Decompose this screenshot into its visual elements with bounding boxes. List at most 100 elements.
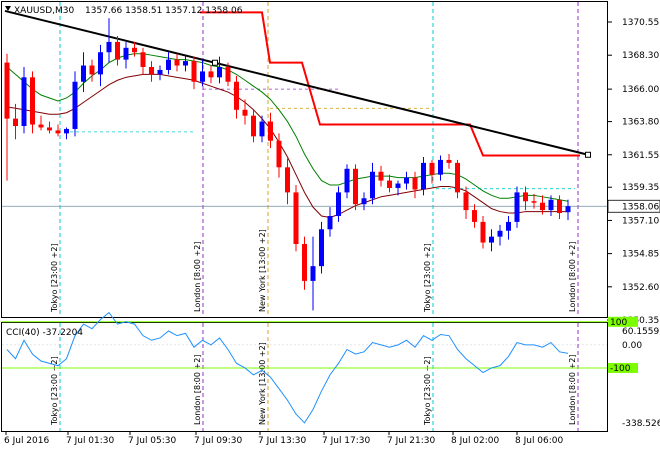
price-tick-label: 1370.55 [622,18,659,28]
chart-header: XAUUSD,M30 1357.66 1358.51 1357.12 1358.… [5,6,243,16]
cci-level-box [608,316,638,327]
candle-body [302,244,307,281]
candle-body [353,168,358,205]
candle-body [268,121,273,141]
axes: 1370.55 1368.30 1366.00 1363.80 1361.55 1359.… [4,18,660,446]
cci-level-label: 100 [610,318,627,328]
price-tick-label: 1361.55 [622,151,659,161]
candle-body [361,198,367,205]
candle-body [370,171,375,199]
session-label: Tokyo [23:00 +2] [423,243,432,313]
price-tick-label: 1352.60 [622,283,659,293]
trend-line-handle[interactable] [212,59,218,66]
cci-indicator [2,311,607,424]
candle-body [319,229,324,267]
time-tick-label: 7 Jul 09:30 [194,436,243,446]
price-tick-label: 1357.10 [622,216,659,226]
ma-slow-line [6,73,568,218]
candle-body [412,177,418,190]
candle-body [4,62,10,119]
cci-line [6,311,569,424]
session-label: London [8:00 +2] [568,242,577,312]
candle-body [557,199,562,214]
candle-body [455,162,460,193]
time-tick-label: 7 Jul 05:30 [128,436,177,446]
candle-body [140,52,146,67]
candles [4,18,571,311]
candle-body [463,192,469,211]
candle-body [13,118,18,127]
cci-plot-frame [1,322,608,432]
candle-body [506,221,511,231]
candle-body [327,215,333,230]
collapse-triangle-icon[interactable] [5,6,11,11]
candle-body [106,41,112,53]
candle-body [149,66,154,75]
candle-body [132,47,137,53]
price-tick-label: 1366.00 [622,85,659,95]
session-label: Tokyo [23:00 +2] [50,356,59,426]
time-tick-label: 7 Jul 17:30 [322,436,371,446]
session-label: London [8:00 +2] [568,355,577,425]
candle-body [64,128,69,134]
price-plot-frame [1,1,608,318]
candle-body [404,177,409,184]
candle-body [497,230,503,237]
candle-body [489,236,494,243]
candle-body [523,192,528,202]
candle-body [55,130,61,134]
candle-body [472,210,477,222]
candle-body [251,115,256,137]
candle-body [217,66,222,78]
session-label: Tokyo [23:00 +2] [423,356,432,426]
price-tick-label: 1363.80 [622,118,659,128]
candle-body [174,59,180,66]
time-tick-label: 8 Jul 06:00 [515,436,564,446]
candle-body [72,81,78,129]
price-tick-label: 1354.85 [622,250,659,260]
cci-label: CCI(40) -37.2204 [6,328,83,338]
candle-body [115,41,120,60]
candle-body [81,65,86,82]
candle-body [200,71,205,82]
candle-body [259,121,265,137]
candle-body [242,109,248,116]
indicator-overlays [2,9,607,218]
candle-body [285,167,290,193]
price-tick-label: 1350.35 [622,316,659,326]
cci-level-box [608,362,638,373]
trend-line[interactable] [4,9,589,156]
candle-body [47,127,52,131]
candle-body [123,47,129,60]
time-tick-label: 8 Jul 02:00 [451,436,500,446]
candle-body [446,159,452,163]
trend-line-handle[interactable] [585,151,591,158]
session-label: New York [13:00 +2] [258,229,267,312]
session-label: London [8:00 +2] [193,355,202,425]
candle-body [225,66,231,82]
time-tick-label: 7 Jul 21:30 [387,436,436,446]
candle-body [548,199,554,211]
candle-body [336,192,341,216]
time-tick-label: 6 Jul 2016 [4,436,49,446]
candle-body [157,69,163,75]
cci-level-label: -100 [610,364,631,374]
session-label: New York [13:00 +2] [258,342,267,425]
time-tick-label: 7 Jul 01:30 [66,436,115,446]
candle-body [208,71,214,78]
candle-body [540,202,545,211]
price-tick-label: 1359.35 [622,183,659,193]
candle-body [183,61,188,66]
time-tick-label: 7 Jul 13:30 [258,436,307,446]
candle-body [378,171,384,181]
ohlc-values: 1357.66 1358.51 1357.12 1358.06 [85,6,243,16]
price-tick-label: 1368.30 [622,51,659,61]
candle-body [480,221,486,243]
current-price-label: 1358.06 [622,202,659,212]
candle-body [98,52,103,75]
candle-body [395,183,401,188]
current-price-box [607,199,660,213]
support-resistance-step-line [200,11,580,157]
